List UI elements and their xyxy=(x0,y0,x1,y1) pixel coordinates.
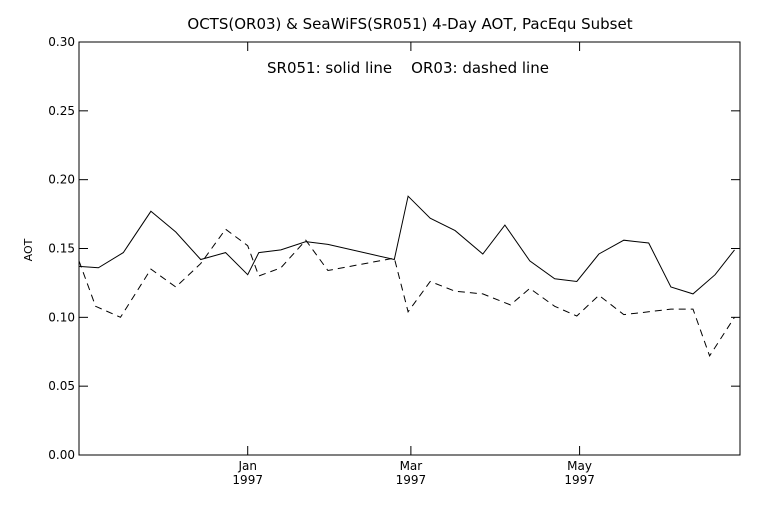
y-tick-label: 0.25 xyxy=(48,104,75,118)
y-tick-label: 0.00 xyxy=(48,448,75,462)
y-tick-label: 0.20 xyxy=(48,173,75,187)
series-line-or03 xyxy=(78,228,735,358)
plot-frame xyxy=(78,41,741,456)
legend-annotation: SR051: solid line OR03: dashed line xyxy=(267,59,549,77)
y-axis-label: AOT xyxy=(22,238,35,261)
x-tick-label-month: May xyxy=(567,459,592,473)
y-axis: 0.00 0.05 0.10 0.15 0.20 0.25 0.30 xyxy=(48,35,740,462)
series-layer xyxy=(78,195,735,358)
chart-title: OCTS(OR03) & SeaWiFS(SR051) 4-Day AOT, P… xyxy=(187,15,632,33)
x-tick-label-month: Mar xyxy=(400,459,423,473)
y-tick-label: 0.15 xyxy=(48,242,75,256)
x-tick-label-month: Jan xyxy=(237,459,257,473)
x-tick-label-year: 1997 xyxy=(396,473,427,487)
x-tick-label-year: 1997 xyxy=(232,473,263,487)
y-tick-label: 0.10 xyxy=(48,310,75,324)
x-tick-label-year: 1997 xyxy=(564,473,595,487)
y-tick-label: 0.30 xyxy=(48,35,75,49)
y-tick-label: 0.05 xyxy=(48,379,75,393)
series-line-sr051 xyxy=(78,195,735,295)
